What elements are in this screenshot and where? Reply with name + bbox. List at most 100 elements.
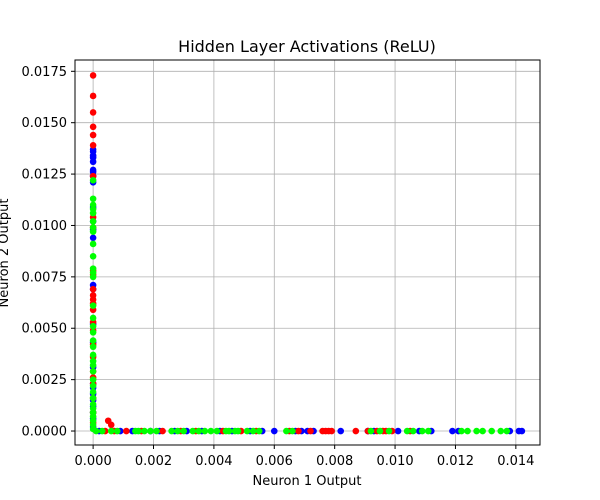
data-point xyxy=(289,427,296,435)
data-point xyxy=(89,209,97,217)
data-point xyxy=(141,427,148,435)
data-point xyxy=(159,427,166,435)
data-point xyxy=(328,427,335,435)
data-point xyxy=(153,427,160,435)
data-point xyxy=(89,368,97,375)
x-axis-label: Neuron 1 Output xyxy=(253,474,362,489)
data-points xyxy=(89,72,526,435)
data-point xyxy=(89,72,97,79)
x-tick-label: 0.000 xyxy=(75,454,112,469)
data-point xyxy=(207,427,215,435)
data-point xyxy=(376,427,384,435)
y-tick-label: 0.0125 xyxy=(22,168,68,183)
data-point xyxy=(89,234,97,242)
data-point xyxy=(89,394,97,402)
data-point xyxy=(195,427,203,435)
data-point xyxy=(89,425,97,433)
data-point xyxy=(89,361,97,369)
data-point xyxy=(168,427,175,435)
x-tick-label: 0.010 xyxy=(376,454,413,469)
data-point xyxy=(89,314,97,322)
data-point xyxy=(394,427,402,435)
data-point xyxy=(135,427,142,435)
x-tick-label: 0.006 xyxy=(256,454,293,469)
data-point xyxy=(352,427,360,435)
data-point xyxy=(89,322,97,330)
y-tick-label: 0.0100 xyxy=(22,219,68,234)
x-tick-label: 0.014 xyxy=(497,454,534,469)
data-point xyxy=(424,427,432,435)
data-point xyxy=(123,427,130,435)
data-point xyxy=(213,427,221,435)
data-point xyxy=(89,176,97,184)
data-point xyxy=(89,240,97,248)
data-point xyxy=(89,351,97,359)
y-tick-label: 0.0150 xyxy=(22,116,68,131)
axis-ticks: 0.000 0.002 0.004 0.006 0.008 0.010 0.012 0.014… xyxy=(22,65,535,469)
data-point xyxy=(147,427,154,435)
data-point xyxy=(98,427,106,435)
plot-frame xyxy=(74,59,541,446)
data-point xyxy=(479,427,486,435)
data-point xyxy=(385,427,393,435)
x-tick-label: 0.012 xyxy=(437,454,474,469)
data-point xyxy=(89,142,97,149)
y-tick-label: 0.0175 xyxy=(22,65,68,80)
data-point xyxy=(295,427,302,435)
y-tick-label: 0.0075 xyxy=(22,270,68,285)
data-point xyxy=(89,337,97,344)
data-point xyxy=(107,427,115,435)
data-point xyxy=(89,376,97,383)
data-point xyxy=(89,195,97,203)
data-point xyxy=(89,253,97,260)
data-point xyxy=(89,123,97,131)
data-point xyxy=(89,158,97,166)
y-axis-label: Neuron 2 Output xyxy=(0,199,12,308)
data-point xyxy=(503,427,511,435)
data-point xyxy=(307,427,314,435)
data-point xyxy=(174,427,181,435)
data-point xyxy=(473,427,480,435)
data-point xyxy=(89,218,97,225)
data-point xyxy=(180,427,188,435)
data-point xyxy=(497,427,505,435)
data-point xyxy=(107,421,115,429)
data-point xyxy=(89,228,97,235)
data-point xyxy=(403,427,411,435)
data-point xyxy=(89,285,97,293)
data-point xyxy=(189,427,197,435)
y-tick-label: 0.0025 xyxy=(22,373,68,388)
data-point xyxy=(367,427,375,435)
data-point xyxy=(89,302,97,309)
x-tick-label: 0.008 xyxy=(316,454,353,469)
grid xyxy=(75,60,540,445)
data-point xyxy=(89,273,97,281)
data-point xyxy=(255,427,263,435)
data-point xyxy=(89,131,97,139)
y-tick-label: 0.0050 xyxy=(22,322,68,337)
data-point xyxy=(488,427,495,435)
data-point xyxy=(283,427,290,435)
data-point xyxy=(225,427,233,435)
data-point xyxy=(418,427,426,435)
data-point xyxy=(464,427,471,435)
data-point xyxy=(89,109,97,116)
data-point xyxy=(249,427,257,435)
data-point xyxy=(89,343,97,351)
data-point xyxy=(449,427,456,435)
data-point xyxy=(518,427,526,435)
y-tick-label: 0.0000 xyxy=(22,425,68,440)
data-point xyxy=(270,427,278,435)
data-point xyxy=(89,92,97,100)
x-tick-label: 0.002 xyxy=(135,454,172,469)
data-point xyxy=(243,427,251,435)
data-point xyxy=(234,427,242,435)
chart-title: Hidden Layer Activations (ReLU) xyxy=(178,37,436,56)
data-point xyxy=(89,388,97,396)
data-point xyxy=(89,382,97,390)
data-point xyxy=(409,427,417,435)
data-point xyxy=(89,329,97,336)
data-point xyxy=(113,427,121,435)
data-point xyxy=(337,427,345,435)
